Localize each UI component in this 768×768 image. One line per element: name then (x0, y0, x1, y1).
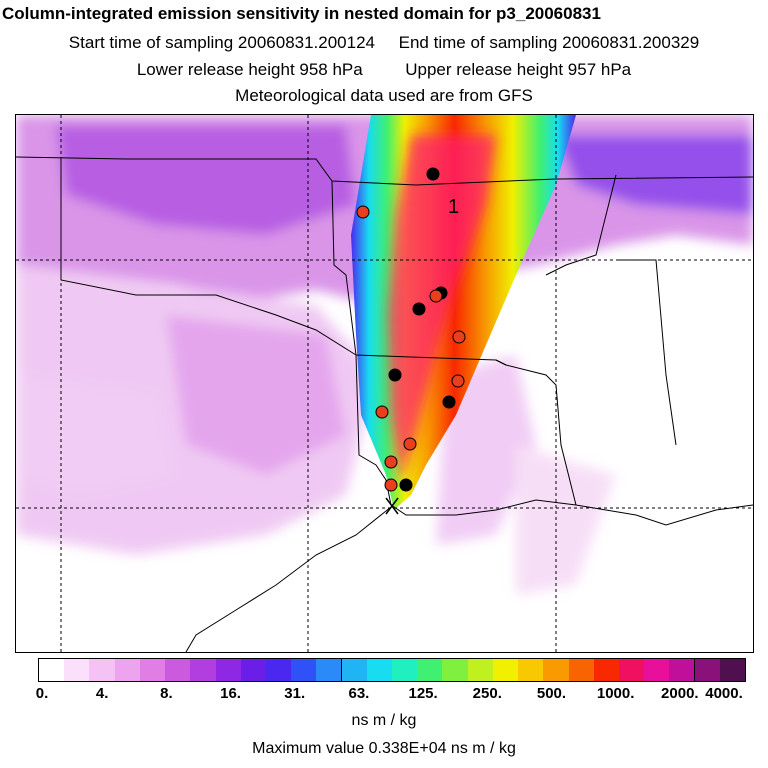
emission-sensitivity-map: 1 (15, 114, 754, 653)
colorbar-segment (543, 659, 570, 681)
sample-point-red (403, 437, 417, 451)
colorbar-tick-label: 4000. (705, 685, 743, 702)
colorbar-tick-label: 31. (284, 685, 306, 702)
sample-point-black (412, 302, 426, 316)
colorbar-segment (366, 659, 393, 681)
colorbar-tick-label: 8. (160, 685, 173, 702)
colorbar-tick-label: 63. (348, 685, 370, 702)
colorbar-segment (644, 659, 671, 681)
colorbar-tick-label: 16. (220, 685, 241, 702)
colorbar-segment (417, 659, 444, 681)
sample-point-red (356, 205, 370, 219)
colorbar-segment (114, 659, 141, 681)
plume-core (388, 135, 496, 485)
sample-markers (356, 167, 466, 492)
colorbar-segment (316, 659, 343, 681)
colorbar-tick-label: 1000. (596, 685, 635, 702)
colorbar-segment (215, 659, 242, 681)
sample-point-red (375, 405, 389, 419)
colorbar-segment (467, 659, 494, 681)
sample-point-red (429, 289, 443, 303)
colorbar-segment (392, 659, 418, 681)
colorbar-tick-label: 0. (35, 685, 49, 702)
sample-point-black (388, 368, 402, 382)
colorbar-tick-label: 125. (408, 685, 438, 702)
sample-point-red (384, 455, 398, 469)
sampling-times: Start time of sampling 20060831.200124 E… (0, 33, 768, 53)
sample-point-black (399, 478, 413, 492)
colorbar-segment (139, 659, 166, 681)
colorbar-tick-label: 250. (472, 685, 502, 702)
political-boundaries (16, 156, 753, 652)
colorbar-segment (694, 659, 721, 681)
colorbar-segment (39, 659, 65, 681)
colorbar-segment (492, 659, 519, 681)
marker-label: 1 (448, 196, 459, 218)
end-time-label: End time of sampling 20060831.200329 (398, 33, 700, 52)
sample-point-black (426, 167, 440, 181)
colorbar-segment (618, 659, 645, 681)
release-heights: Lower release height 958 hPa Upper relea… (0, 60, 768, 80)
colorbar-tick-label: 4. (95, 685, 109, 702)
colorbar-segment (518, 659, 545, 681)
sample-point-red (384, 478, 398, 492)
colorbar-tick-label: 500. (536, 685, 567, 702)
colorbar-segment (64, 659, 91, 681)
colorbar-tick-label: 2000. (661, 685, 699, 702)
colorbar-segment (568, 659, 595, 681)
colorbar (38, 658, 746, 682)
colorbar-segment (190, 659, 217, 681)
colorbar-segment (442, 659, 469, 681)
colorbar-segment (265, 659, 292, 681)
colorbar-segment (165, 659, 192, 681)
colorbar-segment (291, 659, 318, 681)
colorbar-segment (240, 659, 267, 681)
colorbar-segment (669, 659, 696, 681)
plot-title: Column-integrated emission sensitivity i… (2, 4, 601, 23)
release-point-marker (385, 497, 399, 515)
met-data-label: Meteorological data used are from GFS (235, 86, 533, 105)
maximum-value-label: Maximum value 0.338E+04 ns m / kg (252, 740, 516, 757)
colorbar-segment (341, 659, 368, 681)
colorbar-units: ns m / kg (351, 712, 417, 729)
lower-release-label: Lower release height 958 hPa (136, 60, 363, 79)
start-time-label: Start time of sampling 20060831.200124 (68, 33, 376, 52)
sample-point-black (442, 395, 456, 409)
colorbar-segment (593, 659, 620, 681)
sample-point-red (452, 330, 466, 344)
colorbar-segment (719, 659, 746, 681)
upper-release-label: Upper release height 957 hPa (405, 60, 632, 79)
colorbar-segment (89, 659, 116, 681)
sample-point-red (451, 374, 465, 388)
